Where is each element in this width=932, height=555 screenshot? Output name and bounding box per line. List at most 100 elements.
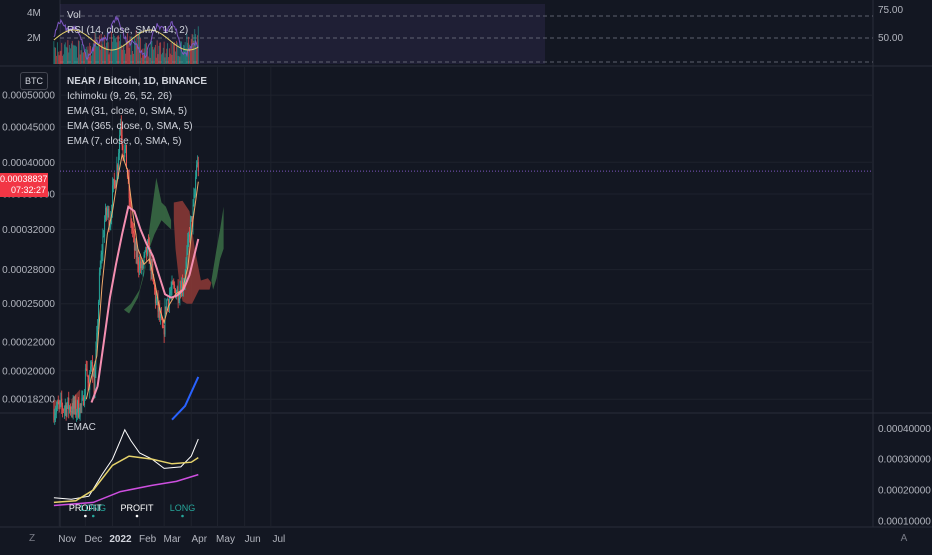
price-tag-value: 0.00038837 (0, 174, 48, 184)
candle-body (89, 371, 91, 390)
volume-bar (166, 48, 168, 64)
symbol-badge[interactable]: BTC (20, 72, 48, 90)
time-tick-label: Mar (164, 534, 182, 545)
candle-body (131, 223, 133, 228)
price-tick-label: 0.00022000 (2, 338, 55, 349)
volume-bar (181, 41, 183, 64)
candle-body (190, 216, 192, 220)
candle-body (174, 284, 176, 289)
candle-body (55, 412, 57, 416)
emac-signal-dot (135, 514, 139, 518)
candle-body (165, 306, 167, 311)
volume-bar (196, 35, 198, 64)
candle-body (187, 239, 189, 253)
candle-body (166, 300, 168, 311)
volume-bar (130, 54, 132, 64)
candle-body (112, 185, 113, 212)
cloud-green-b (211, 206, 224, 290)
candle-body (108, 208, 110, 228)
emac-tick-label: 0.00030000 (878, 455, 931, 466)
volume-bar (160, 42, 162, 64)
candle-body (163, 327, 165, 335)
candle-body (100, 254, 102, 268)
candle-body (115, 180, 117, 188)
candle-body (188, 234, 190, 240)
price-pane: 0.000500000.000450000.000400000.00036000… (2, 66, 873, 527)
candle-body (65, 405, 67, 416)
volume-bar (183, 45, 185, 64)
candle-body (91, 362, 93, 377)
volume-bar (70, 43, 72, 64)
candle-body (160, 314, 162, 319)
candle-body (192, 204, 194, 227)
corner-button-right[interactable]: A (900, 533, 908, 544)
candle-body (173, 284, 175, 285)
volume-bar (117, 35, 119, 64)
volume-bar (68, 52, 70, 64)
vol-tick-2m: 2M (27, 33, 41, 44)
volume-bar (126, 33, 128, 64)
candle-body (112, 178, 114, 186)
candle-body (193, 194, 195, 205)
ema7-line (85, 152, 199, 400)
candle-body (56, 407, 57, 413)
candle-body (93, 373, 95, 398)
candle-body (105, 207, 107, 216)
candle-body (148, 242, 150, 264)
volume-bar (191, 34, 193, 64)
volume-bar (83, 52, 85, 64)
candle-body (106, 210, 108, 216)
volume-bar (86, 49, 88, 64)
volume-bar (196, 47, 197, 64)
volume-bar (161, 54, 162, 64)
volume-bar (56, 55, 57, 64)
candle-body (75, 399, 77, 415)
candle-body (130, 201, 132, 224)
volume-bar (175, 40, 177, 64)
volume-bar (97, 46, 99, 64)
candle-body (60, 398, 62, 402)
time-tick-label: Nov (58, 534, 76, 545)
volume-bar (79, 54, 81, 64)
volume-bar (69, 44, 71, 64)
corner-button-left[interactable]: Z (28, 533, 36, 544)
candle-body (113, 178, 115, 181)
candle-body (132, 227, 134, 231)
candle-body (63, 409, 64, 411)
volume-bar (88, 57, 90, 64)
candle-body (84, 394, 85, 406)
volume-bar (140, 38, 141, 64)
vol-tick-4m: 4M (27, 8, 41, 19)
candle-body (135, 241, 137, 258)
time-axis[interactable]: Nov Dec 2022 Feb Mar Apr May Jun Jul (58, 534, 285, 545)
volume-bar (194, 29, 196, 64)
volume-bar (185, 48, 187, 64)
volume-bar (180, 41, 182, 64)
time-tick-label: 2022 (109, 534, 132, 545)
candle-body (102, 236, 104, 253)
candle-body (138, 265, 140, 271)
candle-body (119, 135, 120, 154)
volume-bar (123, 44, 125, 64)
volume-bar (91, 55, 92, 64)
volume-bar (124, 49, 126, 64)
volume-bar (134, 41, 136, 64)
volume-bar (84, 48, 86, 64)
volume-bar (56, 42, 58, 64)
ema31-legend: EMA (31, close, 0, SMA, 5) (67, 106, 187, 117)
rsi-ma-line (53, 29, 199, 51)
volume-bar (98, 35, 100, 64)
volume-bar (143, 48, 145, 64)
candle-body (97, 325, 99, 333)
volume-bar (115, 37, 117, 64)
candle-body (172, 281, 174, 285)
volume-bar (149, 57, 151, 64)
candle-body (114, 180, 116, 188)
candle-body (167, 299, 169, 301)
volume-bar (177, 55, 179, 64)
candle-body (119, 122, 121, 136)
rsi-tick-50: 50.00 (878, 33, 903, 44)
volume-bar (186, 34, 188, 64)
